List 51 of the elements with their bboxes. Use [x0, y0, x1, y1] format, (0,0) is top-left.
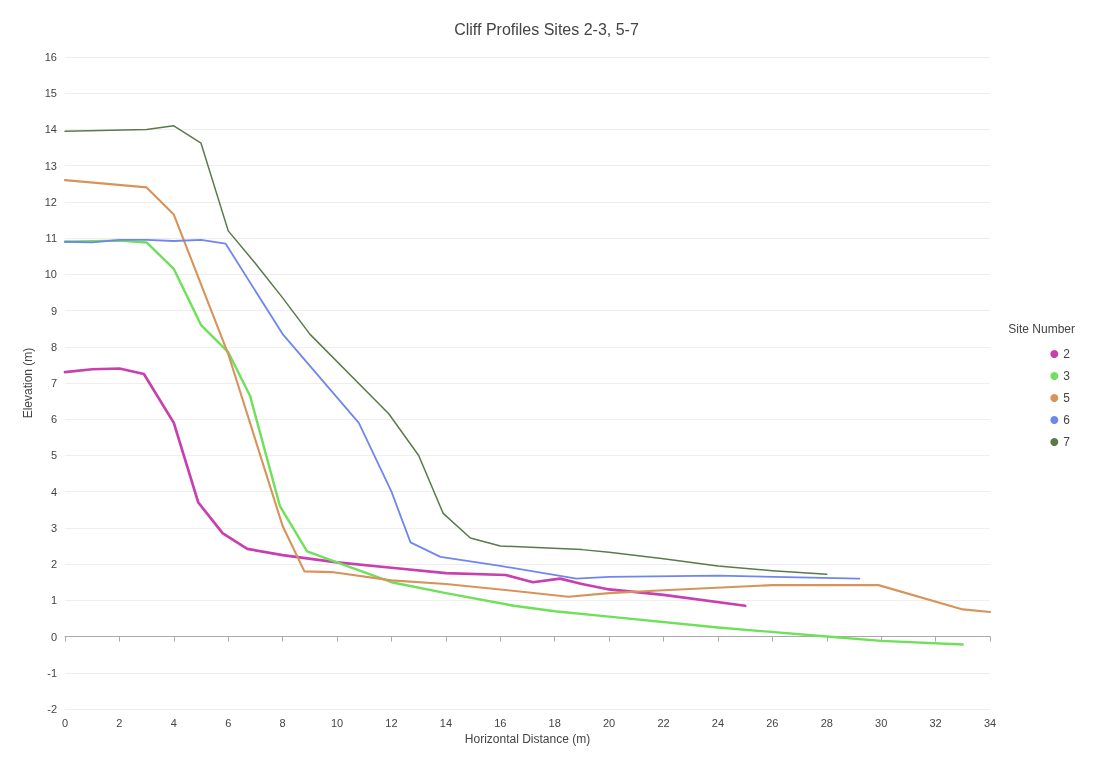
- x-tick-label: 18: [548, 716, 561, 729]
- y-tick-label: 5: [50, 449, 57, 462]
- x-tick-label: 30: [875, 716, 888, 729]
- y-tick-label: -2: [47, 703, 57, 715]
- y-tick-label: 6: [50, 413, 57, 426]
- y-tick-label: 10: [44, 268, 57, 281]
- x-tick-label: 6: [225, 716, 232, 729]
- x-axis-title: Horizontal Distance (m): [464, 731, 591, 746]
- y-tick-label: 4: [50, 485, 57, 498]
- y-tick-label: 14: [44, 123, 57, 136]
- y-tick-label: 7: [50, 377, 57, 389]
- y-tick-label: 11: [45, 232, 57, 245]
- y-tick-label: 0: [50, 630, 57, 643]
- x-tick-label: 2: [116, 716, 123, 729]
- legend-label: 3: [1063, 369, 1071, 383]
- y-tick-label: -1: [47, 666, 57, 679]
- chart-title: Cliff Profiles Sites 2-3, 5-7: [454, 20, 639, 38]
- line-series: [64, 125, 828, 575]
- y-tick-label: 13: [44, 159, 57, 172]
- line-series: [63, 367, 747, 608]
- y-tick-label: 12: [44, 195, 57, 208]
- x-tick-label: 10: [330, 716, 344, 729]
- line-series: [64, 239, 861, 580]
- y-tick-label: 15: [44, 87, 57, 100]
- y-tick-label: 3: [50, 521, 57, 534]
- y-tick-label: 2: [50, 558, 57, 571]
- x-tick-label: 26: [766, 716, 779, 729]
- x-tick-label: 34: [983, 716, 997, 729]
- x-tick-label: 22: [657, 716, 670, 729]
- x-tick-label: 4: [170, 716, 177, 729]
- y-tick-label: 9: [50, 304, 57, 317]
- y-tick-label: 1: [50, 594, 57, 607]
- x-tick-label: 8: [279, 716, 286, 729]
- line-series: [63, 239, 964, 646]
- y-axis-title: Elevation (m): [20, 347, 35, 419]
- x-tick-label: 28: [820, 716, 833, 729]
- legend-label: 7: [1063, 435, 1071, 449]
- x-tick-label: 24: [711, 716, 725, 729]
- legend-label: 5: [1063, 391, 1071, 405]
- legend-label: 2: [1063, 347, 1071, 361]
- x-tick-label: 14: [439, 716, 453, 729]
- y-tick-label: 16: [44, 51, 57, 63]
- x-tick-label: 0: [61, 716, 69, 729]
- line-series: [63, 179, 992, 613]
- x-tick-label: 32: [929, 716, 942, 729]
- x-tick-label: 12: [385, 716, 398, 729]
- legend-title: Site Number: [1008, 322, 1076, 336]
- x-tick-label: 16: [494, 716, 507, 729]
- x-tick-label: 20: [602, 716, 616, 729]
- y-tick-label: 8: [50, 340, 57, 353]
- legend-label: 6: [1063, 413, 1071, 427]
